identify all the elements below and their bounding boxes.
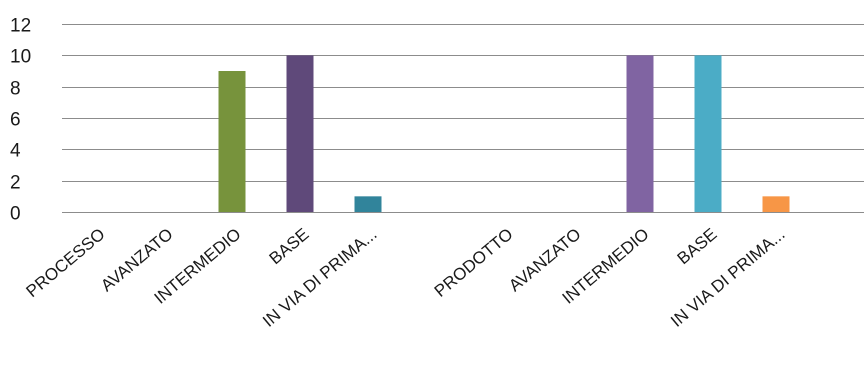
y-tick-label: 8 [10,79,21,100]
bar [762,196,790,212]
y-tick-label: 2 [10,173,21,194]
x-category-label: PROCESSO [23,225,109,301]
y-tick-label: 6 [10,110,21,131]
y-axis-ticks: 0 2 4 6 8 10 12 [10,16,31,225]
bar [626,55,654,213]
bar [286,55,314,213]
y-tick-label: 12 [10,16,31,37]
bar [354,196,382,212]
gridlines [62,24,864,213]
bar [218,71,246,212]
y-tick-label: 0 [10,204,21,225]
y-tick-label: 4 [10,141,21,162]
bar [694,55,722,213]
x-category-label: BASE [674,225,721,269]
x-category-label: IN VIA DI PRIMA... [667,225,788,331]
y-tick-label: 10 [10,47,31,68]
bars [218,55,790,213]
x-category-label: BASE [266,225,313,269]
x-category-label: PRODOTTO [431,225,517,301]
x-category-label: IN VIA DI PRIMA... [259,225,380,331]
